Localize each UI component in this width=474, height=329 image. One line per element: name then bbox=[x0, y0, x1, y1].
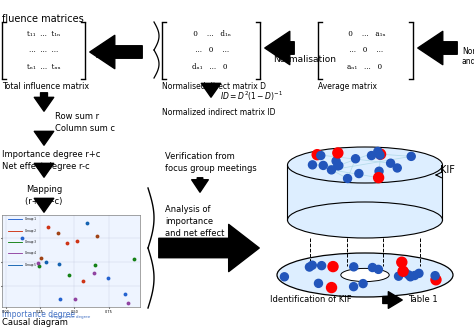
Circle shape bbox=[333, 148, 343, 158]
Circle shape bbox=[327, 283, 337, 292]
Circle shape bbox=[355, 169, 363, 178]
Circle shape bbox=[415, 269, 423, 277]
Circle shape bbox=[344, 174, 352, 183]
Text: fluence matrices: fluence matrices bbox=[2, 14, 84, 24]
Text: Row sum r
Column sum c: Row sum r Column sum c bbox=[55, 112, 115, 133]
FancyArrowPatch shape bbox=[34, 198, 54, 212]
FancyArrowPatch shape bbox=[159, 224, 259, 272]
Ellipse shape bbox=[341, 268, 389, 282]
Circle shape bbox=[367, 152, 375, 160]
Bar bbox=[288, 165, 443, 220]
Text: Average matrix: Average matrix bbox=[318, 82, 377, 91]
Circle shape bbox=[374, 173, 383, 183]
Circle shape bbox=[397, 257, 407, 267]
Circle shape bbox=[350, 263, 358, 271]
Text: tₙ₁  ...  tₙₙ: tₙ₁ ... tₙₙ bbox=[27, 63, 60, 71]
Text: aₙ₁   ...   0: aₙ₁ ... 0 bbox=[347, 63, 384, 71]
Circle shape bbox=[407, 152, 415, 160]
Text: D + ID: D + ID bbox=[96, 48, 140, 62]
Circle shape bbox=[332, 157, 340, 165]
Circle shape bbox=[374, 266, 383, 273]
Circle shape bbox=[401, 269, 409, 277]
Circle shape bbox=[319, 162, 327, 169]
Circle shape bbox=[318, 262, 326, 270]
Text: ...  ...  ...: ... ... ... bbox=[29, 46, 58, 55]
Circle shape bbox=[431, 272, 439, 280]
Text: dₙ₁   ...   0: dₙ₁ ... 0 bbox=[192, 63, 230, 71]
Text: KIF: KIF bbox=[440, 165, 455, 175]
Circle shape bbox=[335, 162, 343, 170]
Text: 0    ...   a₁ₙ: 0 ... a₁ₙ bbox=[346, 30, 385, 38]
Circle shape bbox=[305, 263, 313, 271]
Text: ...   0    ...: ... 0 ... bbox=[347, 46, 383, 55]
Text: Mapping
(r+c, r-c): Mapping (r+c, r-c) bbox=[25, 185, 63, 206]
FancyArrowPatch shape bbox=[191, 178, 209, 192]
FancyArrowPatch shape bbox=[34, 131, 54, 145]
Circle shape bbox=[387, 159, 395, 167]
Text: Analysis of
importance
and net effect: Analysis of importance and net effect bbox=[165, 205, 224, 238]
FancyArrowPatch shape bbox=[265, 31, 294, 65]
Circle shape bbox=[350, 283, 357, 291]
Circle shape bbox=[406, 273, 414, 281]
Text: Total influence matrix: Total influence matrix bbox=[2, 82, 89, 91]
Circle shape bbox=[334, 162, 342, 170]
Text: Normalized indirect matrix ID: Normalized indirect matrix ID bbox=[162, 108, 275, 117]
Circle shape bbox=[375, 149, 385, 159]
Text: Group 4: Group 4 bbox=[25, 251, 36, 256]
Text: Group 1: Group 1 bbox=[25, 217, 36, 221]
Circle shape bbox=[314, 279, 322, 287]
Ellipse shape bbox=[288, 202, 443, 238]
Circle shape bbox=[317, 151, 325, 160]
Text: Causal diagram: Causal diagram bbox=[2, 318, 68, 327]
Circle shape bbox=[308, 261, 316, 269]
Circle shape bbox=[328, 262, 338, 272]
Text: Norma: Norma bbox=[462, 47, 474, 57]
Circle shape bbox=[359, 280, 367, 288]
Circle shape bbox=[312, 150, 322, 160]
Text: Importance degree: Importance degree bbox=[2, 310, 75, 319]
Text: Importance degree r+c
Net effect degree r-c: Importance degree r+c Net effect degree … bbox=[2, 150, 100, 171]
Text: and: and bbox=[462, 58, 474, 66]
Text: Normalised direct matrix D: Normalised direct matrix D bbox=[162, 82, 266, 91]
Text: t₁₁  ...  t₁ₙ: t₁₁ ... t₁ₙ bbox=[27, 30, 60, 38]
Circle shape bbox=[375, 167, 383, 175]
Circle shape bbox=[410, 271, 419, 280]
Text: Normalisation: Normalisation bbox=[273, 56, 337, 64]
FancyArrowPatch shape bbox=[383, 292, 402, 308]
Circle shape bbox=[368, 264, 376, 271]
FancyArrowPatch shape bbox=[90, 35, 142, 69]
Circle shape bbox=[393, 164, 401, 172]
Ellipse shape bbox=[288, 147, 443, 183]
Circle shape bbox=[328, 166, 336, 174]
X-axis label: Importance degree: Importance degree bbox=[51, 315, 91, 319]
FancyArrowPatch shape bbox=[201, 83, 221, 97]
Text: Table 1: Table 1 bbox=[408, 295, 438, 305]
Circle shape bbox=[374, 147, 382, 155]
Text: Group 5: Group 5 bbox=[25, 263, 36, 267]
Circle shape bbox=[352, 155, 360, 163]
Text: Group 3: Group 3 bbox=[25, 240, 36, 244]
Text: Group 2: Group 2 bbox=[25, 229, 36, 233]
Text: 0    ...   d₁ₙ: 0 ... d₁ₙ bbox=[191, 30, 231, 38]
Ellipse shape bbox=[277, 253, 453, 297]
Circle shape bbox=[309, 161, 317, 169]
Circle shape bbox=[398, 266, 408, 276]
Text: ...   0    ...: ... 0 ... bbox=[193, 46, 229, 55]
Circle shape bbox=[376, 151, 384, 159]
Circle shape bbox=[431, 275, 441, 285]
FancyArrowPatch shape bbox=[418, 31, 457, 65]
Circle shape bbox=[281, 273, 288, 281]
Text: Identification of KIF: Identification of KIF bbox=[270, 295, 352, 305]
FancyArrowPatch shape bbox=[34, 163, 54, 177]
Circle shape bbox=[394, 272, 402, 280]
FancyArrowPatch shape bbox=[34, 93, 54, 111]
Text: $ID = D^2(1-D)^{-1}$: $ID = D^2(1-D)^{-1}$ bbox=[220, 89, 283, 103]
Text: Verification from
focus group meetings: Verification from focus group meetings bbox=[165, 152, 257, 173]
Circle shape bbox=[405, 271, 413, 279]
